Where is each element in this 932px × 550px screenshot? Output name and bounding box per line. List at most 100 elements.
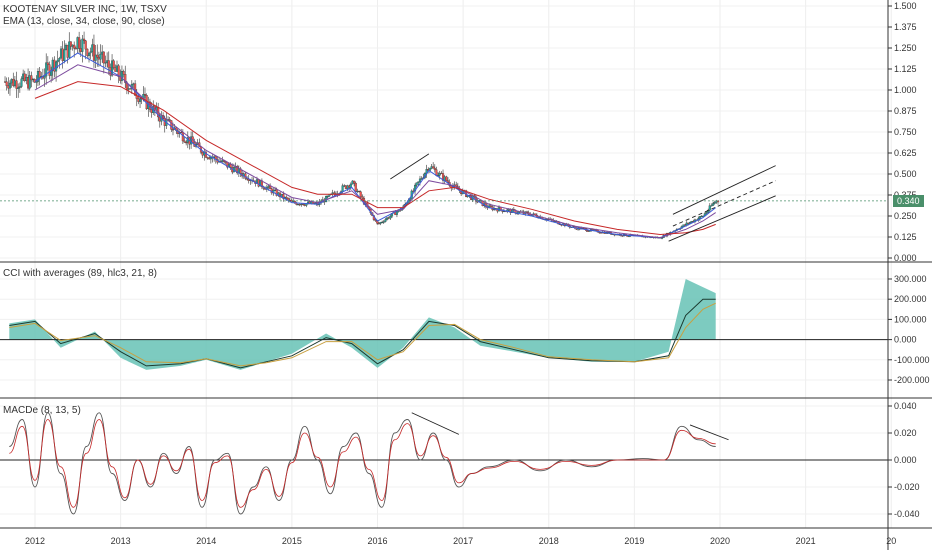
macd-y-tick-label: 0.020 <box>894 428 917 438</box>
macd-y-tick-label: 0.040 <box>894 401 917 411</box>
candle-body <box>48 64 51 76</box>
candle-body <box>417 181 420 183</box>
candle-body <box>170 120 173 130</box>
candle-body <box>73 44 76 49</box>
candle-body <box>139 98 142 102</box>
candle-body <box>389 215 392 219</box>
cci-title: CCI with averages (89, hlc3, 21, 8) <box>3 268 157 279</box>
candle-body <box>112 60 115 68</box>
candle-body <box>229 164 232 168</box>
price-y-tick-label: 1.125 <box>894 64 917 74</box>
candle-body <box>377 223 380 225</box>
macd-y-tick-label: -0.040 <box>894 509 920 519</box>
candle-body <box>275 189 278 196</box>
price-y-tick-label: 1.250 <box>894 43 917 53</box>
candle-body <box>708 205 711 211</box>
candle-body <box>713 202 716 204</box>
candle-body <box>94 54 97 61</box>
candle-body <box>489 205 492 207</box>
current-price-badge: 0.340 <box>893 195 924 207</box>
candle-body <box>63 49 66 61</box>
candle-body <box>171 129 175 131</box>
candle-body <box>168 119 171 121</box>
candle-body <box>86 48 89 56</box>
candle-body <box>445 176 448 181</box>
candle-body <box>56 59 59 63</box>
candle-body <box>83 38 86 41</box>
x-tick-label: 2019 <box>624 536 644 546</box>
candle-body <box>45 62 48 77</box>
macd-line <box>9 412 716 515</box>
candle-body <box>120 71 123 81</box>
x-tick-label: 2012 <box>25 536 45 546</box>
candle-body <box>96 54 99 58</box>
x-tick-label: 2013 <box>111 536 131 546</box>
candle-body <box>28 75 31 89</box>
cci-y-tick-label: -200.000 <box>894 375 930 385</box>
price-y-tick-label: 0.125 <box>894 232 917 242</box>
cci-y-tick-label: 200.000 <box>894 294 927 304</box>
price-y-tick-label: 1.000 <box>894 85 917 95</box>
candle-body <box>588 230 591 232</box>
x-tick-label: 2016 <box>367 536 387 546</box>
candle-body <box>84 40 87 50</box>
ema-line-2 <box>34 81 716 236</box>
candle-body <box>333 192 336 194</box>
candle-body <box>685 222 688 226</box>
candle-body <box>382 221 385 223</box>
candle-body <box>282 193 285 199</box>
candle-body <box>99 53 102 60</box>
candle-body <box>111 60 114 76</box>
macd-pane <box>0 412 888 515</box>
candle-body <box>143 94 147 96</box>
price-y-tick-label: 0.875 <box>894 106 917 116</box>
candle-body <box>600 232 603 234</box>
cci-y-tick-label: 100.000 <box>894 314 927 324</box>
macd-y-tick-label: 0.000 <box>894 455 917 465</box>
price-y-tick-label: 0.250 <box>894 211 917 221</box>
candle-body <box>107 60 110 68</box>
cci-pane <box>0 279 888 370</box>
candle-body <box>89 51 92 54</box>
price-y-tick-label: 1.500 <box>894 1 917 11</box>
candle-body <box>68 41 71 58</box>
grid-lines <box>0 0 892 528</box>
candle-body <box>621 235 624 237</box>
candle-body <box>15 80 18 89</box>
price-y-tick-label: 0.750 <box>894 127 917 137</box>
candle-body <box>181 132 184 142</box>
candle-body <box>74 48 77 50</box>
candle-body <box>358 190 361 193</box>
cci-average-line-1 <box>9 302 716 367</box>
candle-body <box>433 167 436 170</box>
price-pane <box>0 31 888 242</box>
candle-body <box>418 178 422 182</box>
candle-body <box>438 172 441 176</box>
price-title: KOOTENAY SILVER INC, 1W, TSXV <box>3 4 167 15</box>
macd-divergence-line-2019 <box>689 424 729 441</box>
ema-indicator-label: EMA (13, close, 34, close, 90, close) <box>3 16 165 27</box>
candle-body <box>341 185 344 192</box>
x-tick-label: 2017 <box>453 536 473 546</box>
candle-body <box>359 191 362 198</box>
x-tick-label: 20 <box>886 536 896 546</box>
channel-upper-line <box>672 165 776 215</box>
candle-body <box>30 75 33 81</box>
price-y-tick-label: 1.375 <box>894 22 917 32</box>
x-tick-label: 2018 <box>539 536 559 546</box>
candle-body <box>705 212 708 214</box>
candle-body <box>102 51 105 64</box>
channel-mid-line <box>672 180 776 227</box>
x-tick-label: 2015 <box>282 536 302 546</box>
macd-y-tick-label: -0.020 <box>894 482 920 492</box>
macd-divergence-line-2016 <box>411 412 460 435</box>
candle-body <box>354 182 357 192</box>
candle-body <box>326 196 329 198</box>
candle-body <box>395 211 398 215</box>
candle-body <box>432 166 435 169</box>
candle-body <box>122 71 125 75</box>
trendline-2016 <box>390 153 430 180</box>
candle-body <box>104 62 107 64</box>
